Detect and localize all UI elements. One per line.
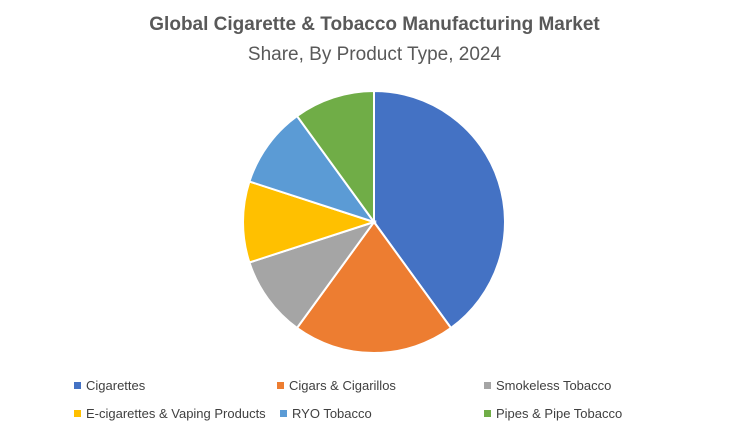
pie-slice-ryo <box>248 114 377 224</box>
pie-slice-cigarettes <box>373 89 506 330</box>
pie-slice-ecigarettes <box>242 180 378 264</box>
pie-slice-cigars <box>295 220 453 354</box>
chart-subtitle: Share, By Product Type, 2024 <box>247 44 502 65</box>
chart-title: Global Cigarette & Tobacco Manufacturing… <box>149 14 600 35</box>
pie-slice-pipes <box>295 89 375 226</box>
pie-slice-smokeless <box>248 220 377 330</box>
